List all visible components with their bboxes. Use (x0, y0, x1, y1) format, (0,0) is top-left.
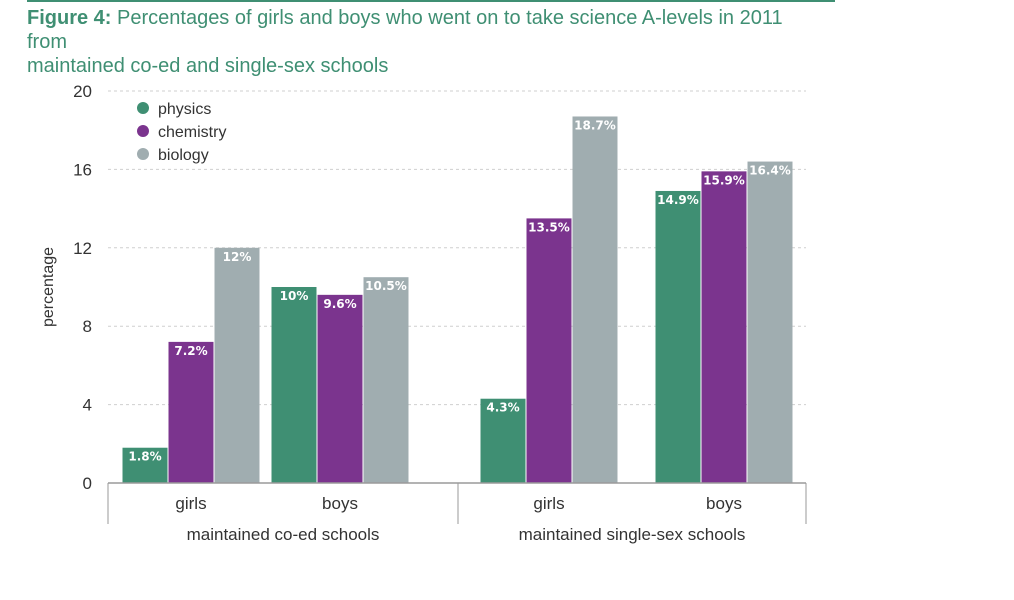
data-label: 16.4% (749, 164, 791, 178)
legend-label: chemistry (158, 124, 226, 141)
data-label: 15.9% (703, 173, 745, 187)
bar (480, 398, 526, 483)
bar (747, 161, 793, 483)
title-rule (27, 0, 835, 2)
y-axis-title: percentage (40, 247, 57, 327)
data-label: 4.3% (486, 401, 519, 415)
legend-marker (137, 148, 149, 160)
category-label: boys (706, 494, 742, 513)
legend-label: physics (158, 101, 211, 118)
legend-marker (137, 102, 149, 114)
legend-label: biology (158, 147, 209, 164)
y-tick-label: 12 (73, 239, 92, 258)
data-label: 1.8% (128, 450, 161, 464)
bar (363, 277, 409, 483)
category-label: boys (322, 494, 358, 513)
y-tick-label: 20 (73, 82, 92, 101)
bar (572, 116, 618, 483)
data-label: 14.9% (657, 193, 699, 207)
data-label: 7.2% (174, 344, 207, 358)
category-label: girls (533, 494, 564, 513)
data-label: 10.5% (365, 279, 407, 293)
figure-title: Figure 4: Percentages of girls and boys … (27, 6, 827, 78)
bar (701, 171, 747, 484)
group-label: maintained co-ed schools (187, 525, 380, 544)
data-label: 10% (280, 289, 309, 303)
data-label: 13.5% (528, 220, 570, 234)
group-label: maintained single-sex schools (519, 525, 746, 544)
bar (271, 287, 317, 483)
y-tick-label: 4 (83, 396, 92, 415)
bar (168, 341, 214, 483)
data-label: 18.7% (574, 118, 616, 132)
y-tick-label: 8 (83, 317, 92, 336)
bar (526, 218, 572, 483)
figure-label: Figure 4: (27, 7, 112, 29)
bar (655, 190, 701, 483)
data-label: 9.6% (323, 297, 356, 311)
bar (122, 447, 168, 483)
legend-marker (137, 125, 149, 137)
bar (317, 294, 363, 483)
y-tick-label: 0 (83, 474, 92, 493)
category-label: girls (175, 494, 206, 513)
y-tick-label: 16 (73, 160, 92, 179)
bar (214, 247, 260, 483)
figure-title-line2: maintained co-ed and single-sex schools (27, 55, 389, 77)
figure-title-line1: Percentages of girls and boys who went o… (27, 7, 783, 53)
data-label: 12% (223, 250, 252, 264)
